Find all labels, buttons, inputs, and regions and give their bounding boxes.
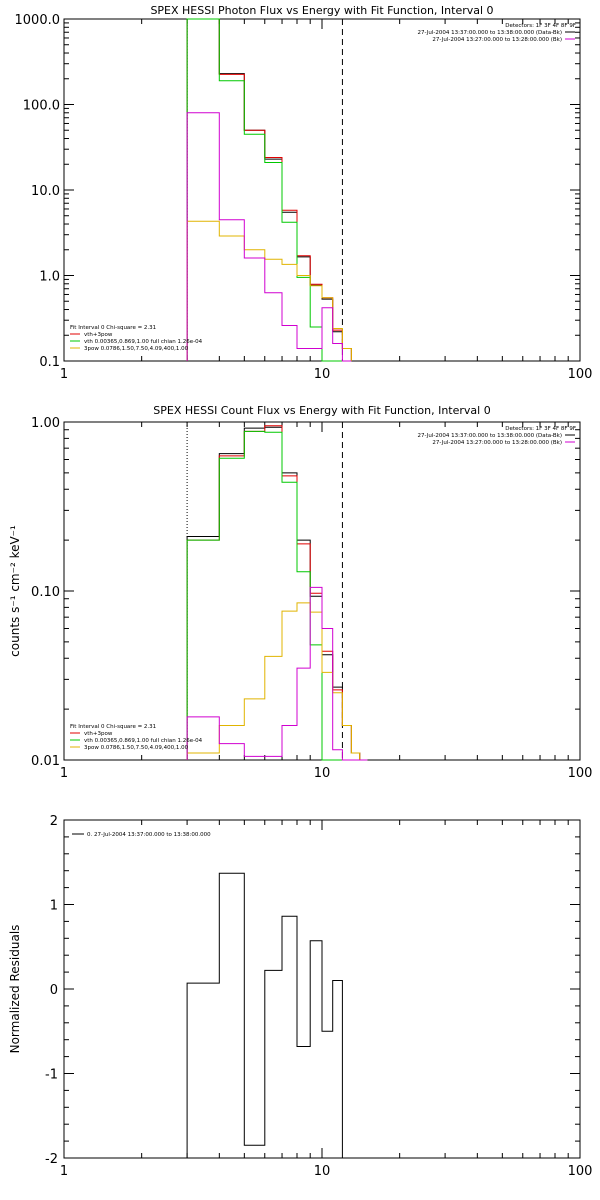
x-tick-label-0: 1 xyxy=(60,367,68,382)
legend-entry-1-1: 27-Jul-2004 13:27:00.000 to 13:28:00.000… xyxy=(432,440,562,446)
series-1-2 xyxy=(186,430,368,761)
x-tick-label-1: 100 xyxy=(568,766,593,781)
chart-title-1: SPEX HESSI Count Flux vs Energy with Fit… xyxy=(153,404,490,417)
series-0-2 xyxy=(186,18,352,362)
y-tick-label-1: 1.00 xyxy=(31,416,60,431)
y-tick-label-2: 0 xyxy=(50,983,58,998)
x-tick-label-0: 100 xyxy=(568,367,593,382)
series-0-3 xyxy=(186,220,352,361)
legend-fit-header-1: Fit Interval 0 Chi-square = 2.31 xyxy=(70,724,156,730)
y-tick-label-0: 0.1 xyxy=(39,355,60,370)
y-tick-label-0: 1000.0 xyxy=(15,13,61,28)
fit-entry-1-1: vth 0.00365,0.869,1.00 full chian 1.26e-… xyxy=(84,738,203,744)
chart-title-0: SPEX HESSI Photon Flux vs Energy with Fi… xyxy=(150,4,493,17)
y-tick-label-0: 1.0 xyxy=(39,270,60,285)
legend-detectors-0: Detectors: 1F 3F 4F 8F 9F xyxy=(505,23,576,29)
legend-entry-1-0: 27-Jul-2004 13:37:00.000 to 13:38:00.000… xyxy=(418,433,563,439)
y-tick-label-2: 1 xyxy=(50,899,58,914)
legend-entry-0-0: 27-Jul-2004 13:37:00.000 to 13:38:00.000… xyxy=(418,30,563,36)
legend-detectors-1: Detectors: 1F 3F 4F 8F 9F xyxy=(505,426,576,432)
legend-fit-header-0: Fit Interval 0 Chi-square = 2.31 xyxy=(70,325,156,331)
y-tick-label-0: 100.0 xyxy=(23,99,60,114)
y-tick-label-1: 0.10 xyxy=(31,585,60,600)
y-axis-label-1: counts s⁻¹ cm⁻² keV⁻¹ xyxy=(8,525,22,657)
series-1-4 xyxy=(186,586,368,761)
y-tick-label-0: 10.0 xyxy=(31,184,60,199)
x-tick-label-2: 100 xyxy=(568,1164,593,1179)
x-tick-label-2: 1 xyxy=(60,1164,68,1179)
y-tick-label-2: -1 xyxy=(45,1068,58,1083)
fit-entry-1-2: 3pow 0.0786,1.50,7.50,4.09,400,1.00 xyxy=(84,745,189,751)
y-tick-label-2: -2 xyxy=(45,1152,58,1167)
fit-entry-1-0: vth+3pow xyxy=(84,731,113,737)
fit-entry-0-2: 3pow 0.0786,1.50,7.50,4.09,400,1.00 xyxy=(84,346,189,352)
residual-legend-0: 0. 27-Jul-2004 13:37:00.000 to 13:38:00.… xyxy=(87,832,211,838)
y-axis-label-2: Normalized Residuals xyxy=(8,925,22,1054)
legend-entry-0-1: 27-Jul-2004 13:27:00.000 to 13:28:00.000… xyxy=(432,37,562,43)
y-tick-label-1: 0.01 xyxy=(31,754,60,769)
fit-entry-0-1: vth 0.00365,0.869,1.00 full chian 1.26e-… xyxy=(84,339,203,345)
x-tick-label-1: 1 xyxy=(60,766,68,781)
fit-entry-0-0: vth+3pow xyxy=(84,332,113,338)
series-0-4 xyxy=(186,112,352,362)
x-tick-label-1: 10 xyxy=(314,766,331,781)
x-tick-label-2: 10 xyxy=(314,1164,331,1179)
y-tick-label-2: 2 xyxy=(50,814,58,829)
x-tick-label-0: 10 xyxy=(314,367,331,382)
series-2-0 xyxy=(186,872,343,1158)
